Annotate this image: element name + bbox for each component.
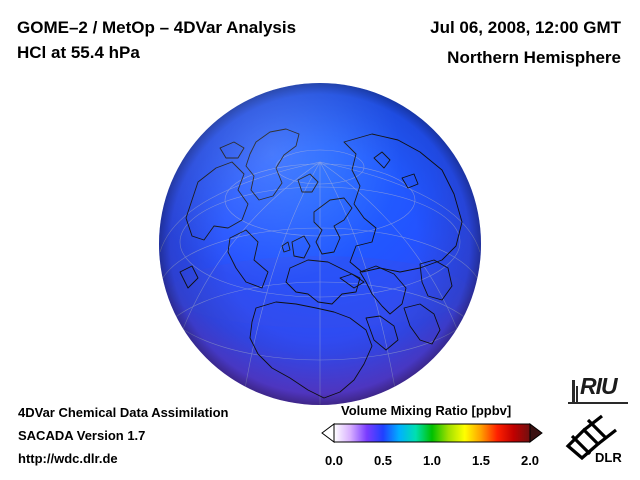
- dlr-logo-text: DLR: [595, 450, 622, 465]
- globe-highlight: [159, 83, 481, 405]
- footer-version-label: SACADA Version 1.7: [18, 428, 146, 443]
- riu-logo-bar: [576, 386, 578, 402]
- colorbar-title: Volume Mixing Ratio [ppbv]: [341, 403, 512, 418]
- species-pressure-title: HCl at 55.4 hPa: [17, 43, 140, 62]
- colorbar: [321, 423, 543, 443]
- riu-logo: [568, 380, 628, 404]
- date-time-title: Jul 06, 2008, 12:00 GMT: [430, 18, 621, 37]
- dlr-logo: [565, 414, 617, 460]
- dlr-logo-mark: [565, 414, 617, 460]
- colorbar-upper-arrow: [529, 423, 543, 443]
- colorbar-tick-label: 0.5: [373, 453, 393, 468]
- riu-logo-bar: [572, 380, 575, 402]
- colorbar-tick-label: 1.0: [422, 453, 442, 468]
- riu-logo-text: RIU: [580, 373, 618, 399]
- riu-logo-underline: [568, 402, 628, 404]
- region-title: Northern Hemisphere: [447, 48, 621, 67]
- footer-url-link[interactable]: http://wdc.dlr.de: [18, 451, 118, 466]
- colorbar-gradient: [333, 423, 531, 443]
- footer-assimilation-label: 4DVar Chemical Data Assimilation: [18, 405, 229, 420]
- colorbar-lower-arrow: [321, 423, 335, 443]
- product-title: GOME–2 / MetOp – 4DVar Analysis: [17, 18, 297, 37]
- colorbar-tick-label: 1.5: [471, 453, 491, 468]
- colorbar-tick-label: 0.0: [324, 453, 344, 468]
- colorbar-tick-label: 2.0: [520, 453, 540, 468]
- hemisphere-globe-map: [159, 83, 481, 405]
